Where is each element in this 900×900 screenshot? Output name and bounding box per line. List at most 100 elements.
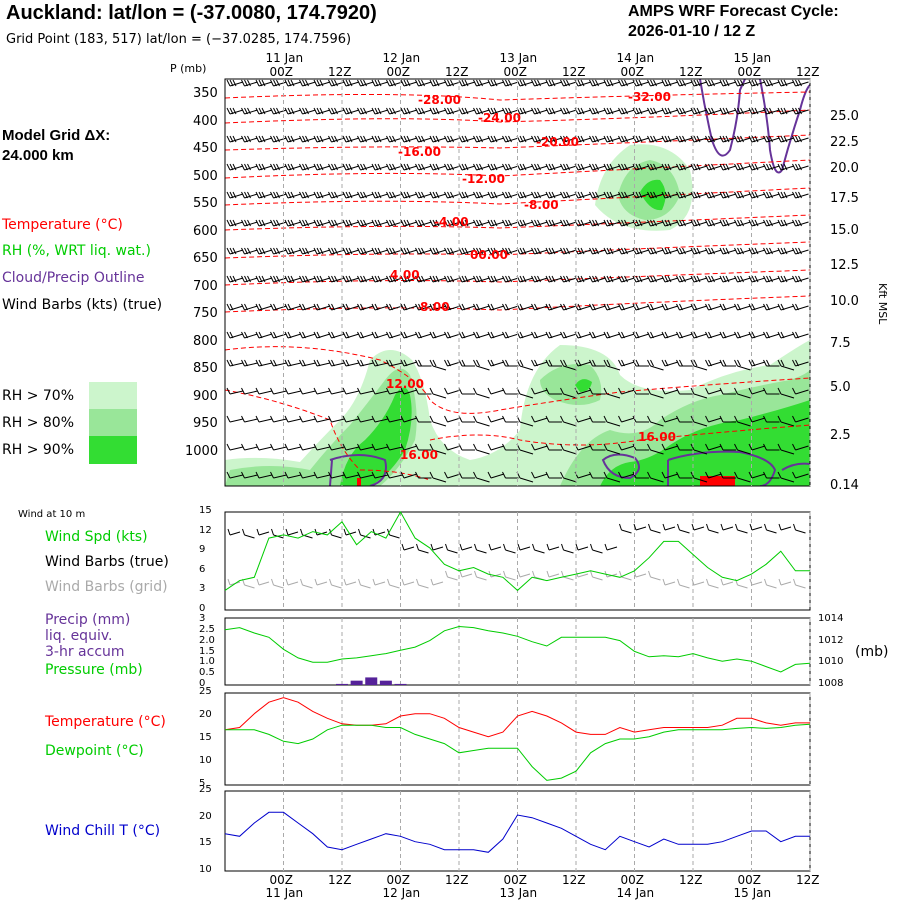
barb-flag-1-31-2 [682,107,686,115]
pressure-line [224,625,811,673]
barb-flag-1-24-2 [580,107,585,115]
barb-flag-9-23-0 [560,331,564,339]
barb-flag-4-35-1 [737,191,741,199]
p-level-650: 650 [193,251,218,266]
barb-flag-14-34-0 [719,471,724,479]
barb-flag-5-11-0 [386,219,390,227]
barb-flag-11-5-0 [299,387,303,395]
barb-flag-4-0-0 [226,191,231,199]
barb-flag-5-10-0 [371,219,376,227]
barb-flag-4-21-2 [537,191,541,199]
barb-flag-13-19-0 [502,443,506,451]
barb-shaft-11-0 [229,390,244,395]
barb-flag-4-21-1 [534,191,538,199]
barb-flag-6-13-2 [421,247,425,255]
true-barb-flag-26 [604,543,608,551]
kft-level-8: 5.0 [830,380,851,395]
barb-flag-0-30-0 [661,79,666,87]
barb-flag-2-12-0 [400,135,405,143]
time-tick-top-3: 12Z [445,65,469,79]
barb-flag-7-7-2 [334,275,338,283]
barb-flag-3-27-2 [624,163,628,171]
barb-shaft-10-1 [244,362,258,367]
barb-flag-3-19-0 [502,163,506,171]
barb-flag-8-11-1 [389,303,393,311]
barb-flag-14-29-0 [647,471,651,479]
barb-flag-0-16-2 [464,79,469,87]
barb-flag-1-39-0 [792,107,796,115]
barb-flag-2-31-1 [679,135,683,143]
barb-flag-0-18-1 [490,79,495,87]
barb-flag-5-14-0 [429,219,434,227]
series-lines [224,510,811,853]
kft-level-3: 17.5 [830,191,859,206]
barb-flag-12-5-0 [299,415,303,423]
kft-level-10: 0.14 [830,478,859,493]
barb-shaft-12-4 [287,418,302,423]
barb-flag-5-12-0 [400,219,405,227]
barb-flag-5-6-1 [316,219,321,227]
barb-flag-4-36-2 [754,191,759,199]
barb-flag-6-2-2 [261,247,266,255]
barb-flag-2-24-1 [577,135,582,143]
barb-flag-6-4-2 [290,247,295,255]
barb-flag-2-4-1 [287,135,292,143]
barb-flag-4-24-1 [577,191,582,199]
barb-flag-9-15-0 [444,331,448,339]
temperature-line [224,697,810,738]
temp-label-m12: -12.00 [462,172,505,186]
barb-flag-0-39-2 [798,79,802,87]
barb-flag-2-3-0 [270,135,274,143]
barb-flag-8-10-0 [371,303,376,311]
barb-flag-0-39-0 [792,79,796,87]
barb-flag-7-3-0 [270,275,274,283]
barb-shaft-12-11 [389,418,403,423]
barb-flag-7-25-0 [589,275,593,283]
grid-barb-flag-13 [416,578,419,586]
barb-flag-5-6-2 [319,219,324,227]
barb-flag-4-39-0 [792,191,796,199]
barb-flag-14-6-0 [313,471,318,479]
barb-flag-13-21-0 [531,443,535,451]
barb-flag-7-12-1 [403,275,408,283]
barb-flag-4-1-1 [244,191,248,199]
grid-barb-flag-16 [459,570,463,578]
barb-flag-5-9-0 [357,219,361,227]
barb-shaft-11-8 [345,390,360,395]
barb-flag-10-30-0 [661,359,666,367]
barb-flag-6-21-1 [534,247,538,255]
barb-flag-8-37-1 [766,303,770,311]
barb-flag-11-12-0 [400,387,405,395]
barb-flag-1-6-2 [319,107,324,115]
barb-flag-9-2-1 [258,331,263,339]
precip-marker-red-small [357,478,361,486]
barb-flag-9-37-0 [763,331,767,339]
barb-flag-7-1-1 [244,275,248,283]
barb-flag-5-34-2 [725,219,730,227]
barb-flag-12-27-0 [618,415,622,423]
barb-flag-9-14-1 [432,331,437,339]
barb-flag-0-34-0 [719,79,724,87]
barb-flag-13-12-0 [400,443,405,451]
barb-shaft-12-18 [490,417,505,423]
barb-flag-1-38-2 [783,107,788,115]
barb-flag-10-9-1 [360,359,364,367]
barb-flag-5-35-2 [740,219,744,227]
barb-flag-9-39-1 [795,331,799,339]
barb-flag-2-14-2 [435,135,440,143]
barb-flag-2-2-1 [258,135,263,143]
barb-flag-5-26-1 [606,219,611,227]
barb-flag-1-17-2 [479,107,483,115]
barb-flag-11-7-0 [328,387,332,395]
barb-flag-12-14-0 [429,415,434,423]
barb-flag-3-5-2 [305,163,309,171]
grid-barb-13 [418,584,429,589]
barb-flag-7-17-1 [476,275,480,283]
barb-flag-9-26-1 [606,331,611,339]
barb-shaft-11-14 [432,393,447,399]
barb-flag-2-29-1 [650,135,654,143]
barb-flag-4-4-2 [290,191,295,199]
barb-flag-7-0-1 [229,275,234,283]
barb-flag-7-29-0 [647,275,651,283]
barb-flag-1-19-2 [508,107,512,115]
